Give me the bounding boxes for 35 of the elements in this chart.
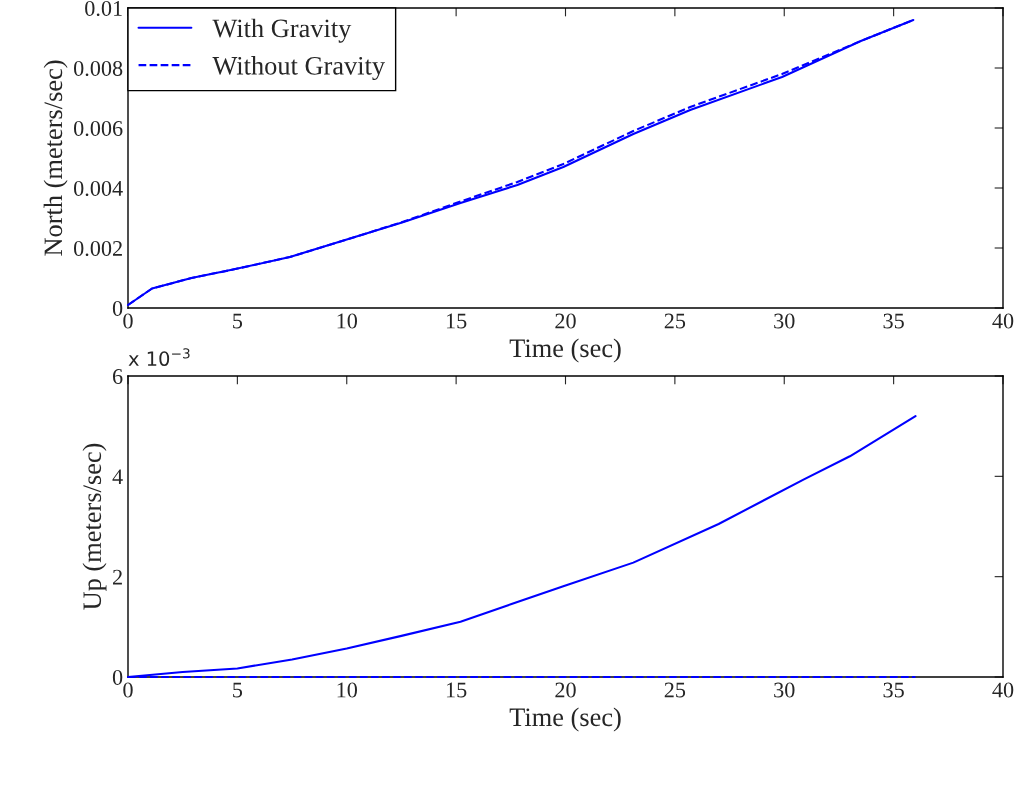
- x-tick-label: 10: [337, 682, 358, 698]
- x-tick-label: 20: [555, 313, 576, 329]
- y-tick-label: 0.008: [73, 60, 123, 77]
- y-tick-label: 0: [112, 300, 123, 316]
- x-tick-label: 30: [774, 682, 795, 698]
- y-tick-label: 0.004: [73, 180, 123, 197]
- y-axis-title: North (meters/sec): [43, 60, 68, 256]
- x-tick-label: 25: [664, 682, 686, 698]
- y-axis-title: Up (meters/sec): [82, 443, 107, 610]
- x-tick-label: 40: [992, 313, 1014, 329]
- y-tick-label: 0.002: [73, 240, 122, 257]
- y-tick-label: 6: [112, 368, 123, 384]
- x-tick-label: 15: [446, 682, 467, 698]
- x-tick-label: 0: [123, 682, 133, 698]
- y-tick-label: 2: [113, 569, 122, 585]
- x-axis-title: Time (sec): [509, 707, 621, 732]
- x-tick-label: 5: [233, 682, 243, 698]
- x-tick-label: 0: [123, 313, 133, 329]
- x-axis-title: Time (sec): [509, 338, 621, 363]
- x-tick-label: 15: [446, 313, 467, 329]
- x-tick-label: 30: [774, 313, 795, 329]
- x-tick-label: 20: [555, 682, 576, 698]
- text: x 10$^{−3}$: [128, 348, 190, 367]
- x-tick-label: 35: [883, 682, 904, 698]
- y-tick-label: 4: [112, 469, 123, 485]
- x-tick-label: 40: [992, 682, 1014, 698]
- y-tick-label: 0.01: [85, 0, 122, 17]
- x-tick-label: 5: [233, 313, 243, 329]
- legend-label: Without Gravity: [212, 56, 385, 81]
- x-tick-label: 25: [664, 313, 686, 329]
- legend-label: With Gravity: [212, 18, 352, 43]
- x-tick-label: 35: [883, 313, 904, 329]
- y-tick-label: 0: [112, 669, 123, 685]
- x-tick-label: 10: [337, 313, 358, 329]
- y-tick-label: 0.006: [73, 120, 123, 137]
